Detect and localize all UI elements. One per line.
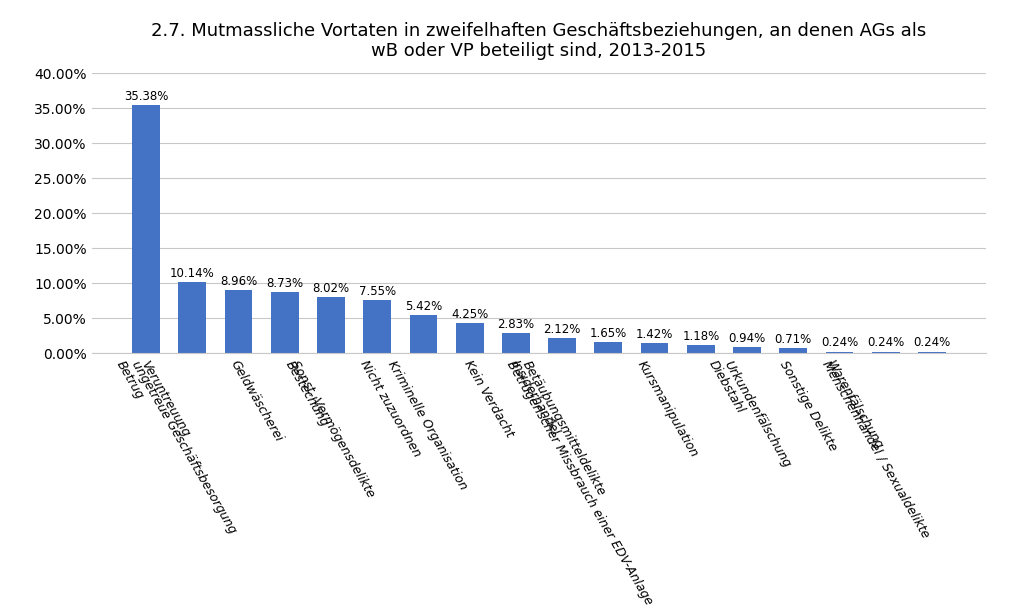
Bar (686, 345, 715, 353)
Text: 0.71%: 0.71% (775, 333, 812, 346)
Text: 0.24%: 0.24% (821, 336, 858, 350)
Text: 8.96%: 8.96% (220, 275, 257, 289)
Bar (826, 351, 853, 353)
Bar (317, 297, 345, 353)
Text: 4.25%: 4.25% (452, 308, 488, 322)
Text: 8.73%: 8.73% (266, 277, 303, 290)
Text: 2.12%: 2.12% (543, 323, 581, 336)
Title: 2.7. Mutmassliche Vortaten in zweifelhaften Geschäftsbeziehungen, an denen AGs a: 2.7. Mutmassliche Vortaten in zweifelhaf… (152, 21, 926, 60)
Bar (918, 351, 946, 353)
Bar (271, 292, 299, 353)
Text: 5.42%: 5.42% (405, 300, 442, 313)
Text: 35.38%: 35.38% (124, 90, 168, 104)
Bar (872, 351, 900, 353)
Bar (595, 342, 622, 353)
Bar (225, 290, 252, 353)
Text: 1.65%: 1.65% (590, 326, 626, 340)
Bar (363, 300, 392, 353)
Bar (502, 333, 530, 353)
Text: 1.42%: 1.42% (636, 328, 673, 341)
Bar (548, 339, 576, 353)
Bar (410, 315, 437, 353)
Text: 0.24%: 0.24% (913, 336, 951, 350)
Bar (779, 348, 807, 353)
Bar (132, 105, 160, 353)
Bar (178, 282, 206, 353)
Text: 10.14%: 10.14% (170, 267, 215, 280)
Bar (733, 347, 761, 353)
Bar (456, 323, 483, 353)
Text: 2.83%: 2.83% (497, 319, 535, 331)
Text: 0.24%: 0.24% (868, 336, 904, 350)
Bar (641, 343, 668, 353)
Text: 1.18%: 1.18% (682, 330, 719, 343)
Text: 0.94%: 0.94% (728, 331, 766, 345)
Text: 7.55%: 7.55% (359, 285, 396, 298)
Text: 8.02%: 8.02% (312, 282, 350, 295)
